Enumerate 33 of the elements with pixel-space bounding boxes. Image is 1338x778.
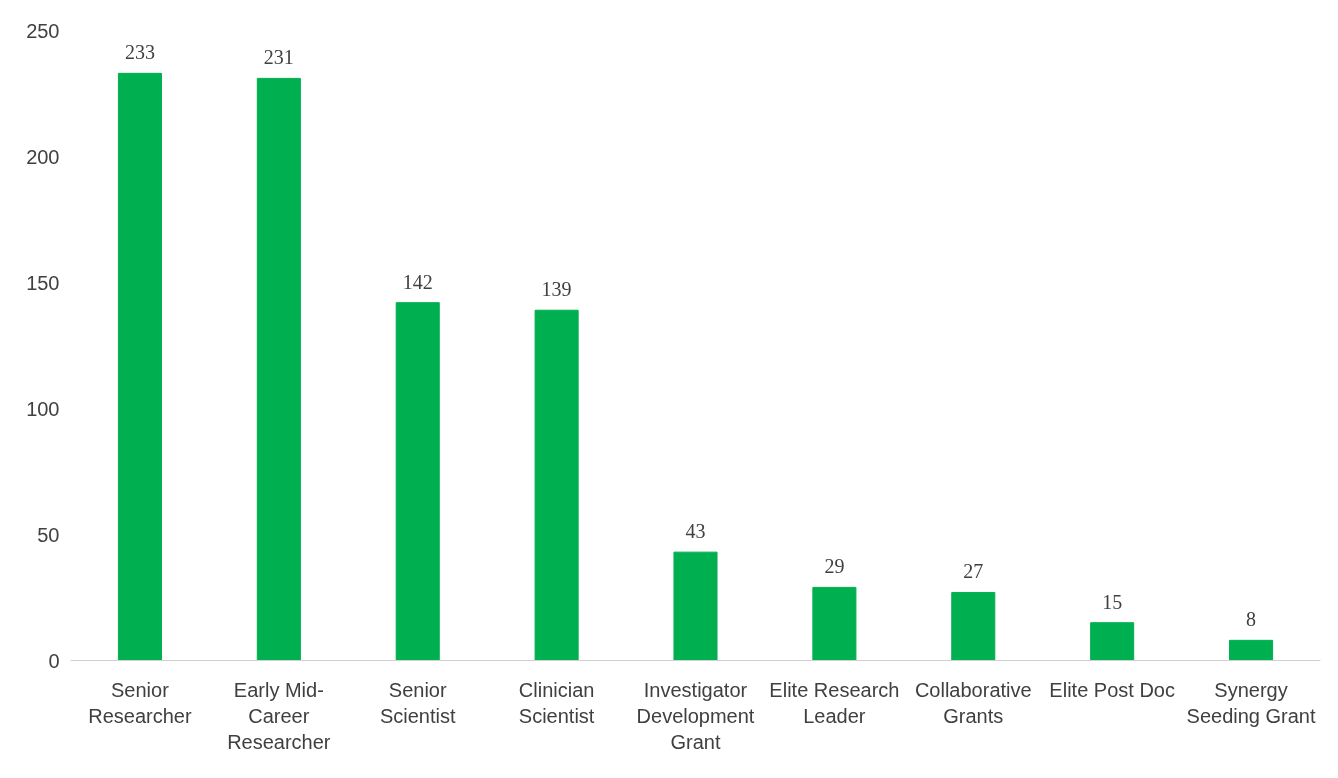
y-tick-label: 150 [26, 271, 60, 294]
bar [673, 551, 718, 661]
data-label: 139 [541, 278, 572, 301]
data-label: 27 [963, 560, 984, 583]
y-tick-label: 50 [37, 523, 60, 546]
x-tick-label: Early Mid- Career Researcher [227, 678, 331, 754]
bar [1229, 639, 1274, 661]
data-label: 29 [824, 555, 845, 578]
bar [812, 586, 857, 661]
x-tick-label: Collaborative Grants [914, 678, 1032, 727]
x-tick-label: Elite Post Doc [1049, 678, 1175, 701]
data-label: 43 [685, 520, 706, 543]
bar [395, 302, 440, 661]
bar [534, 309, 579, 661]
data-label: 8 [1246, 608, 1257, 631]
x-tick-label: Clinician Scientist [518, 678, 595, 727]
data-label: 15 [1102, 590, 1123, 613]
x-tick-label: Senior Scientist [379, 678, 456, 727]
x-tick-label: Elite Research Leader [769, 678, 900, 727]
bar [117, 72, 162, 661]
x-tick-label: Synergy Seeding Grant [1186, 678, 1316, 727]
x-tick-label: Investigator Development Grant [636, 678, 755, 754]
y-tick-label: 100 [26, 397, 60, 420]
y-tick-label: 0 [48, 649, 60, 672]
bar [1090, 622, 1135, 661]
y-tick-label: 200 [26, 145, 60, 168]
data-label: 142 [402, 270, 433, 293]
bar [951, 591, 996, 661]
y-tick-label: 250 [26, 19, 60, 42]
data-label: 233 [124, 41, 155, 64]
data-label: 231 [263, 46, 294, 69]
x-tick-label: Senior Researcher [88, 678, 192, 727]
bar [256, 77, 301, 661]
